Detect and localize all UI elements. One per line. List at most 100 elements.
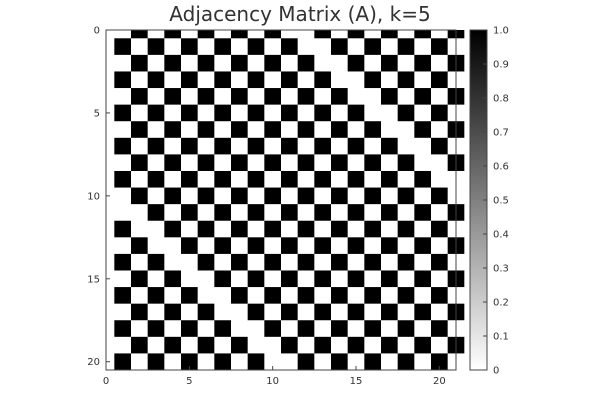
matrix-cell <box>297 187 315 205</box>
matrix-cell <box>397 187 415 205</box>
matrix-cell <box>297 121 315 138</box>
matrix-cell <box>247 204 265 221</box>
matrix-cell <box>147 320 165 337</box>
matrix-cell <box>164 187 181 205</box>
matrix-cell <box>397 253 415 271</box>
matrix-cell <box>247 237 265 254</box>
matrix-cell <box>331 287 348 304</box>
matrix-cell <box>347 204 365 221</box>
matrix-cell <box>281 170 298 188</box>
matrix-cell <box>414 54 431 72</box>
matrix-cell <box>231 121 248 138</box>
matrix-cell <box>247 71 265 89</box>
y-tick-label: 5 <box>94 108 100 119</box>
matrix-cell <box>131 88 148 105</box>
matrix-cell <box>364 38 381 55</box>
matrix-cell <box>147 353 165 370</box>
matrix-cell <box>131 237 148 254</box>
matrix-cell <box>264 220 281 238</box>
colorbar-tick-label: 0.8 <box>493 94 509 105</box>
matrix-cell <box>131 154 148 171</box>
colorbar-tick-label: 1.0 <box>493 26 509 37</box>
matrix-cell <box>414 88 431 105</box>
matrix-cell <box>114 170 131 188</box>
matrix-cell <box>331 88 348 105</box>
matrix-cell <box>281 104 298 122</box>
matrix-cell <box>381 88 398 105</box>
matrix-cell <box>181 353 198 370</box>
matrix-cell <box>314 104 331 122</box>
matrix-cell <box>314 204 331 221</box>
matrix-cell <box>264 54 281 72</box>
matrix-cell <box>431 104 448 122</box>
matrix-cell <box>164 30 181 39</box>
matrix-cell <box>314 137 331 155</box>
matrix-cell <box>147 204 165 221</box>
y-tick-label: 20 <box>87 357 100 368</box>
matrix-cell <box>314 336 331 354</box>
matrix-cell <box>247 104 265 122</box>
matrix-cell <box>181 137 198 155</box>
matrix-cell <box>181 237 198 254</box>
matrix-cell <box>364 187 381 205</box>
matrix-cell <box>281 204 298 221</box>
matrix-cell <box>397 154 415 171</box>
matrix-cell <box>264 121 281 138</box>
matrix-cell <box>397 353 415 370</box>
matrix-cell <box>164 336 181 354</box>
matrix-cell <box>147 38 165 55</box>
matrix-cell <box>431 187 448 205</box>
matrix-cell <box>364 71 381 89</box>
matrix-cell <box>431 287 448 304</box>
matrix-cell <box>347 270 365 288</box>
matrix-cell <box>331 353 348 370</box>
matrix-cell <box>214 38 231 55</box>
matrix-cell <box>264 287 281 304</box>
matrix-cell <box>214 320 231 337</box>
x-tick-label: 5 <box>186 376 192 387</box>
matrix-cell <box>114 253 131 271</box>
matrix-cell <box>281 270 298 288</box>
matrix-cell <box>414 270 431 288</box>
matrix-cell <box>281 303 298 321</box>
matrix-cell <box>247 270 265 288</box>
matrix-cell <box>314 71 331 89</box>
matrix-cell <box>114 137 131 155</box>
matrix-cell <box>247 303 265 321</box>
matrix-cell <box>364 253 381 271</box>
matrix-cell <box>147 104 165 122</box>
matrix-cell <box>181 104 198 122</box>
matrix-cell <box>331 38 348 55</box>
matrix-cell <box>197 88 215 105</box>
matrix-cell <box>347 237 365 254</box>
matrix-cell <box>131 54 148 72</box>
matrix-cell <box>281 336 298 354</box>
matrix-cell <box>431 38 448 55</box>
matrix-cell <box>331 220 348 238</box>
matrix-cell <box>364 121 381 138</box>
matrix-cell <box>214 270 231 288</box>
matrix-cell <box>297 220 315 238</box>
matrix-cell <box>131 187 148 205</box>
matrix-cell <box>297 154 315 171</box>
matrix-cell <box>297 287 315 304</box>
matrix-cell <box>297 320 315 337</box>
matrix-cell <box>197 336 215 354</box>
colorbar-tick-label: 0.2 <box>493 298 509 309</box>
matrix-cell <box>314 237 331 254</box>
colorbar-tick-label: 0.9 <box>493 60 509 71</box>
matrix-cell <box>114 287 131 304</box>
matrix-cell <box>164 220 181 238</box>
matrix-cell <box>264 154 281 171</box>
matrix-cell <box>364 353 381 370</box>
matrix-cell <box>331 121 348 138</box>
matrix-cell <box>331 320 348 337</box>
matrix-cell <box>397 287 415 304</box>
matrix-cell <box>331 253 348 271</box>
matrix-cell <box>431 253 448 271</box>
matrix-cell <box>231 88 248 105</box>
matrix-cell <box>131 303 148 321</box>
x-tick-label: 15 <box>350 376 363 387</box>
